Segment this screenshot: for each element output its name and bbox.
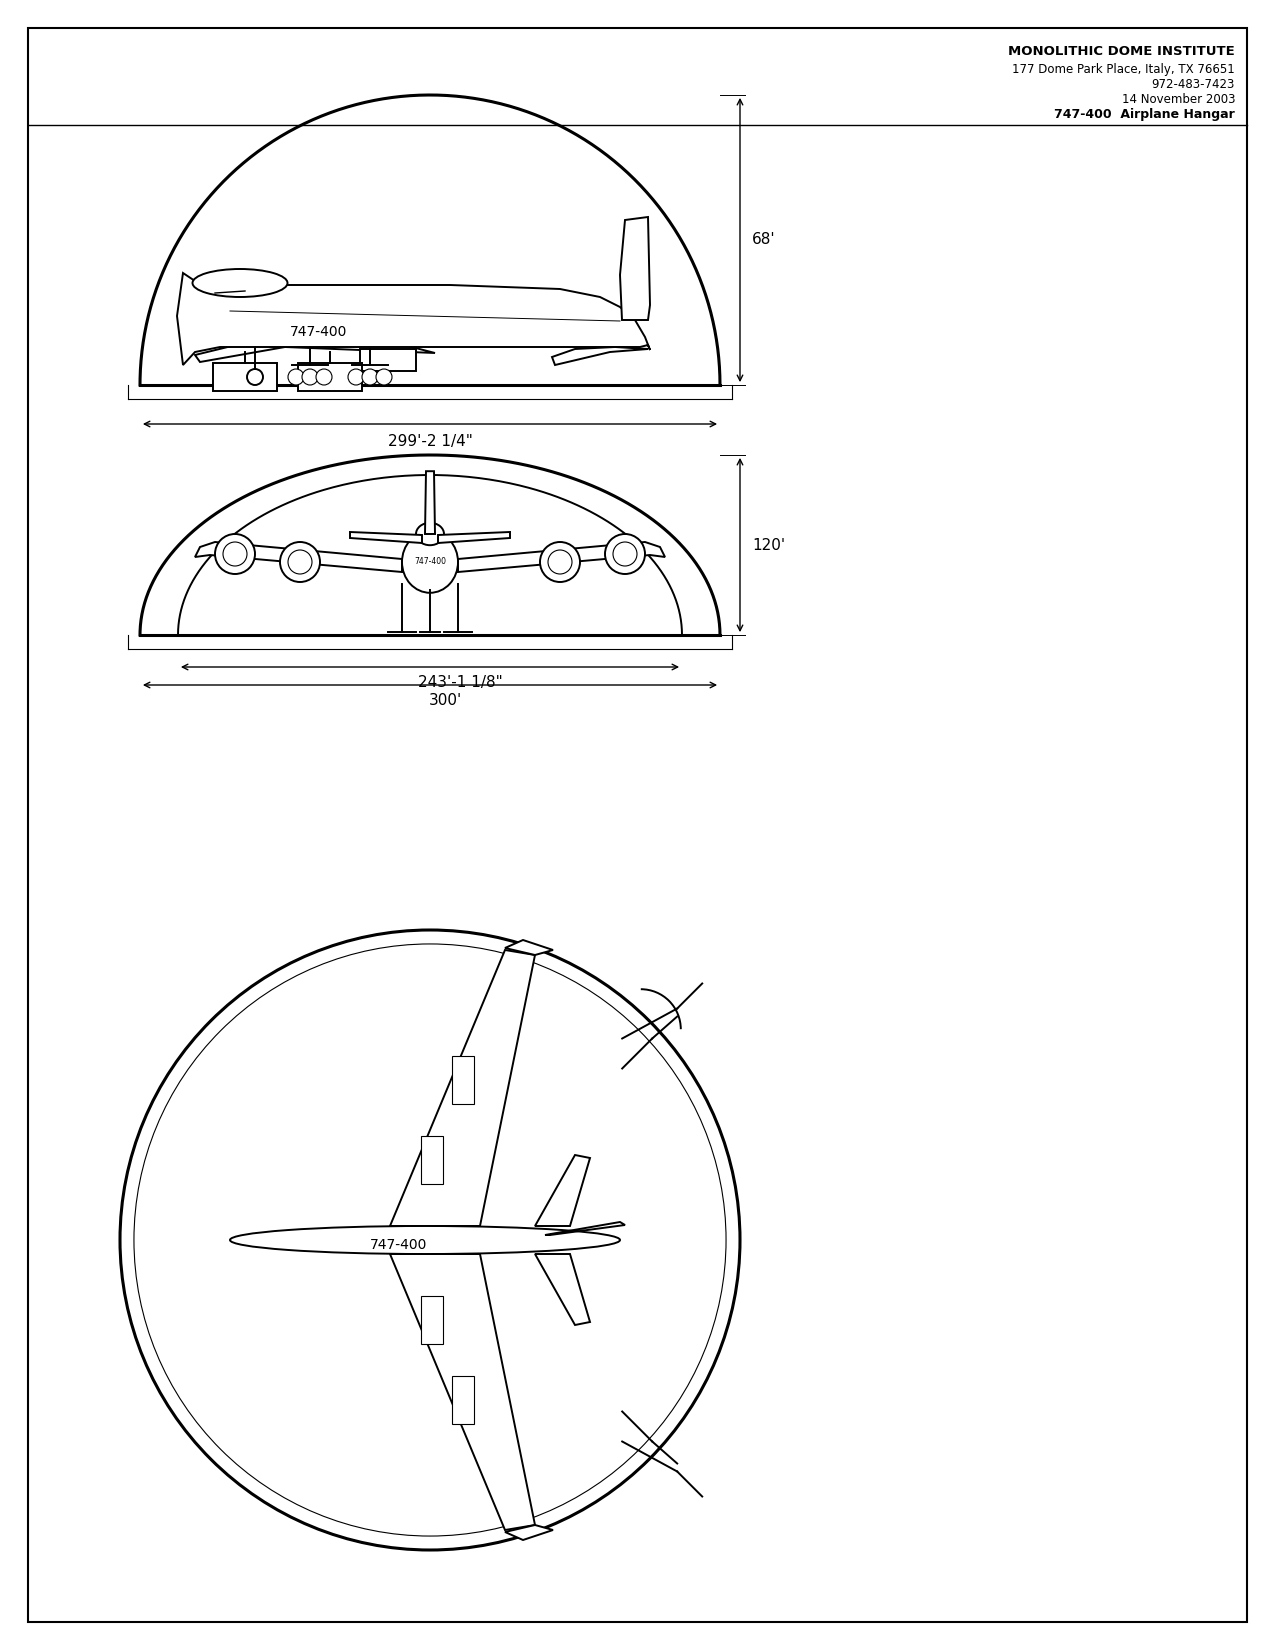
Text: 243'-1 1/8": 243'-1 1/8" (418, 675, 502, 690)
Circle shape (376, 370, 391, 384)
Text: 68': 68' (752, 233, 775, 248)
Text: 972-483-7423: 972-483-7423 (1151, 78, 1235, 91)
Polygon shape (425, 472, 435, 535)
Polygon shape (536, 1155, 590, 1226)
Polygon shape (458, 541, 666, 573)
Polygon shape (390, 1254, 536, 1530)
Circle shape (120, 931, 740, 1549)
Polygon shape (195, 541, 402, 573)
Polygon shape (439, 531, 510, 543)
Polygon shape (505, 1525, 553, 1539)
Ellipse shape (193, 269, 287, 297)
Polygon shape (505, 940, 553, 955)
Circle shape (606, 535, 645, 574)
Text: 299'-2 1/4": 299'-2 1/4" (388, 434, 473, 449)
Ellipse shape (416, 523, 444, 544)
Polygon shape (390, 950, 536, 1226)
Text: 177 Dome Park Place, Italy, TX 76651: 177 Dome Park Place, Italy, TX 76651 (1012, 63, 1235, 76)
Circle shape (288, 370, 303, 384)
Circle shape (362, 370, 377, 384)
Bar (421, 1295, 444, 1345)
Text: 747-400: 747-400 (414, 558, 446, 566)
Bar (421, 1135, 444, 1185)
Polygon shape (195, 343, 435, 361)
Circle shape (541, 541, 580, 582)
Circle shape (280, 541, 320, 582)
Bar (213, 363, 277, 391)
Text: 300': 300' (428, 693, 462, 708)
Text: 747-400  Airplane Hangar: 747-400 Airplane Hangar (1054, 107, 1235, 120)
Polygon shape (536, 1254, 590, 1325)
Bar (298, 363, 362, 391)
Circle shape (215, 535, 255, 574)
Bar (453, 1376, 474, 1424)
Text: MONOLITHIC DOME INSTITUTE: MONOLITHIC DOME INSTITUTE (1009, 45, 1235, 58)
Circle shape (348, 370, 363, 384)
Bar (360, 350, 416, 371)
Ellipse shape (230, 1226, 620, 1254)
Text: 14 November 2003: 14 November 2003 (1122, 92, 1235, 106)
Polygon shape (177, 272, 650, 365)
Circle shape (247, 370, 263, 384)
Circle shape (302, 370, 317, 384)
Circle shape (316, 370, 332, 384)
Polygon shape (351, 531, 422, 543)
Polygon shape (620, 218, 650, 320)
Ellipse shape (402, 531, 458, 592)
Text: 747-400: 747-400 (370, 1238, 427, 1252)
Bar (453, 1056, 474, 1104)
Text: 120': 120' (752, 538, 785, 553)
Polygon shape (544, 1223, 625, 1234)
Text: 747-400: 747-400 (289, 325, 347, 338)
Polygon shape (552, 346, 648, 365)
